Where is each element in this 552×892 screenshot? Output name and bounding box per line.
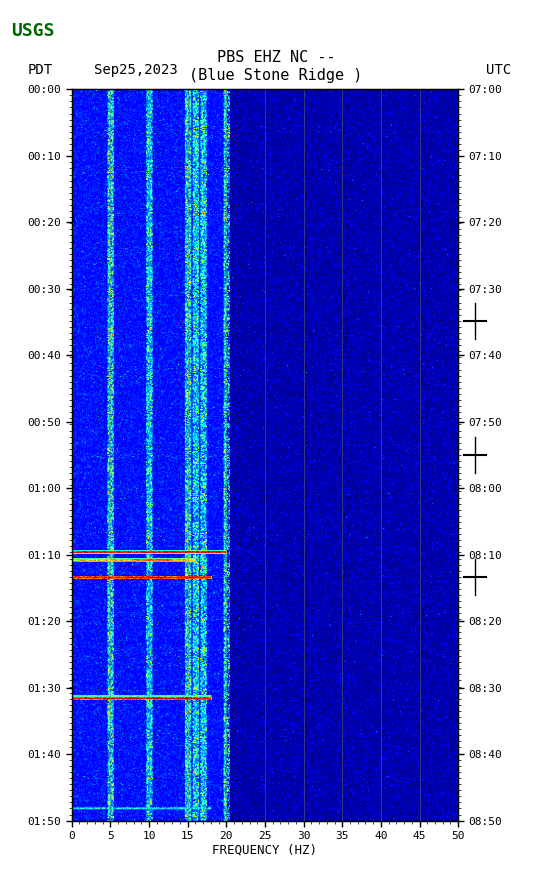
Text: PBS EHZ NC --: PBS EHZ NC -- [217, 51, 335, 65]
Text: PDT: PDT [28, 62, 53, 77]
Text: (Blue Stone Ridge ): (Blue Stone Ridge ) [189, 69, 363, 83]
Text: Sep25,2023: Sep25,2023 [94, 62, 178, 77]
Text: USGS: USGS [11, 22, 55, 40]
Text: UTC: UTC [486, 62, 511, 77]
X-axis label: FREQUENCY (HZ): FREQUENCY (HZ) [213, 844, 317, 857]
